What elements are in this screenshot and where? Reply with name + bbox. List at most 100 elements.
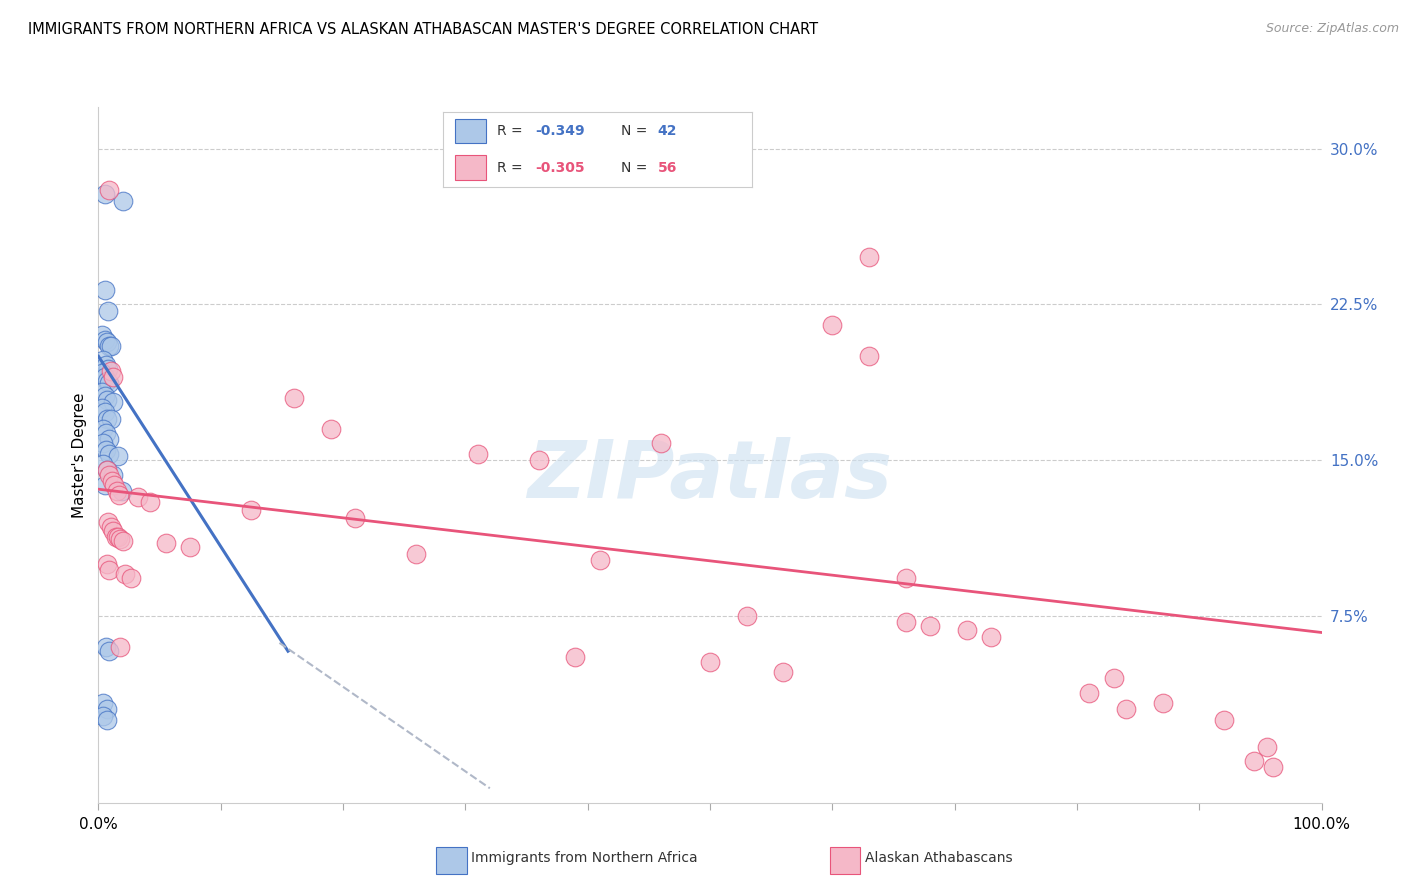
Point [96, 557, 118, 571]
Point [1256, 739, 1278, 754]
Point [98, 563, 121, 577]
Point [920, 619, 942, 633]
FancyBboxPatch shape [456, 119, 486, 144]
Point [101, 467, 124, 482]
Point [107, 530, 129, 544]
Text: 56: 56 [658, 161, 678, 175]
Text: Alaskan Athabascans: Alaskan Athabascans [865, 851, 1012, 865]
Point [240, 503, 263, 517]
Point [283, 391, 305, 405]
Y-axis label: Master's Degree: Master's Degree [72, 392, 87, 517]
Point [96, 392, 118, 407]
Point [405, 547, 427, 561]
Point [91, 422, 114, 436]
Point [91, 696, 114, 710]
Point [98, 339, 121, 353]
Point [93, 370, 115, 384]
Point [94, 640, 117, 654]
Point [108, 488, 131, 502]
Point [91, 366, 114, 380]
Point [1152, 696, 1174, 710]
Point [111, 484, 134, 499]
Point [91, 457, 114, 471]
FancyBboxPatch shape [456, 155, 486, 179]
Point [1261, 760, 1284, 774]
Point [120, 572, 142, 586]
Point [98, 376, 121, 391]
Point [1212, 713, 1234, 727]
Text: -0.305: -0.305 [536, 161, 585, 175]
Point [319, 422, 342, 436]
Point [111, 194, 134, 208]
Point [344, 511, 367, 525]
Point [179, 541, 201, 555]
Point [100, 339, 122, 353]
Point [821, 318, 844, 332]
Point [93, 478, 115, 492]
Point [527, 453, 550, 467]
Point [98, 644, 121, 658]
Point [101, 395, 124, 409]
Point [96, 713, 118, 727]
Point [980, 630, 1002, 644]
Point [91, 401, 114, 416]
Point [103, 478, 125, 492]
Point [100, 364, 122, 378]
Point [96, 411, 118, 425]
Point [894, 572, 917, 586]
Point [91, 353, 114, 368]
Point [96, 463, 118, 477]
Point [564, 650, 586, 665]
Point [97, 516, 120, 530]
Point [93, 389, 115, 403]
Point [97, 303, 120, 318]
Point [111, 534, 134, 549]
Point [110, 640, 132, 654]
Point [100, 411, 122, 425]
Point [93, 187, 115, 202]
Point [127, 491, 149, 505]
Point [98, 183, 121, 197]
Text: Immigrants from Northern Africa: Immigrants from Northern Africa [471, 851, 697, 865]
Point [97, 361, 120, 376]
Point [1115, 702, 1137, 716]
Point [104, 530, 127, 544]
Point [100, 519, 122, 533]
Point [96, 374, 118, 388]
Text: -0.349: -0.349 [536, 124, 585, 138]
Point [735, 608, 758, 623]
Point [589, 553, 612, 567]
Point [98, 433, 121, 447]
Point [91, 436, 114, 450]
Point [650, 436, 672, 450]
Point [94, 358, 117, 372]
Point [858, 349, 880, 363]
Text: N =: N = [621, 124, 651, 138]
Point [98, 467, 121, 482]
Point [699, 655, 721, 669]
Point [91, 384, 114, 399]
Point [96, 334, 118, 349]
Point [91, 708, 114, 723]
Point [93, 405, 115, 419]
Text: ZIPatlas: ZIPatlas [527, 437, 893, 515]
Text: R =: R = [498, 124, 527, 138]
Point [101, 524, 124, 538]
Point [114, 567, 136, 582]
Point [139, 494, 162, 508]
Point [93, 333, 115, 347]
Point [1243, 754, 1265, 768]
Point [101, 370, 124, 384]
Point [1078, 686, 1101, 700]
Text: 42: 42 [658, 124, 678, 138]
Text: R =: R = [498, 161, 527, 175]
Point [107, 449, 129, 463]
Point [894, 615, 917, 629]
Point [467, 447, 489, 461]
Point [956, 624, 979, 638]
Point [96, 463, 118, 477]
Point [98, 447, 121, 461]
Point [858, 250, 880, 264]
Point [96, 702, 118, 716]
Point [94, 426, 117, 441]
